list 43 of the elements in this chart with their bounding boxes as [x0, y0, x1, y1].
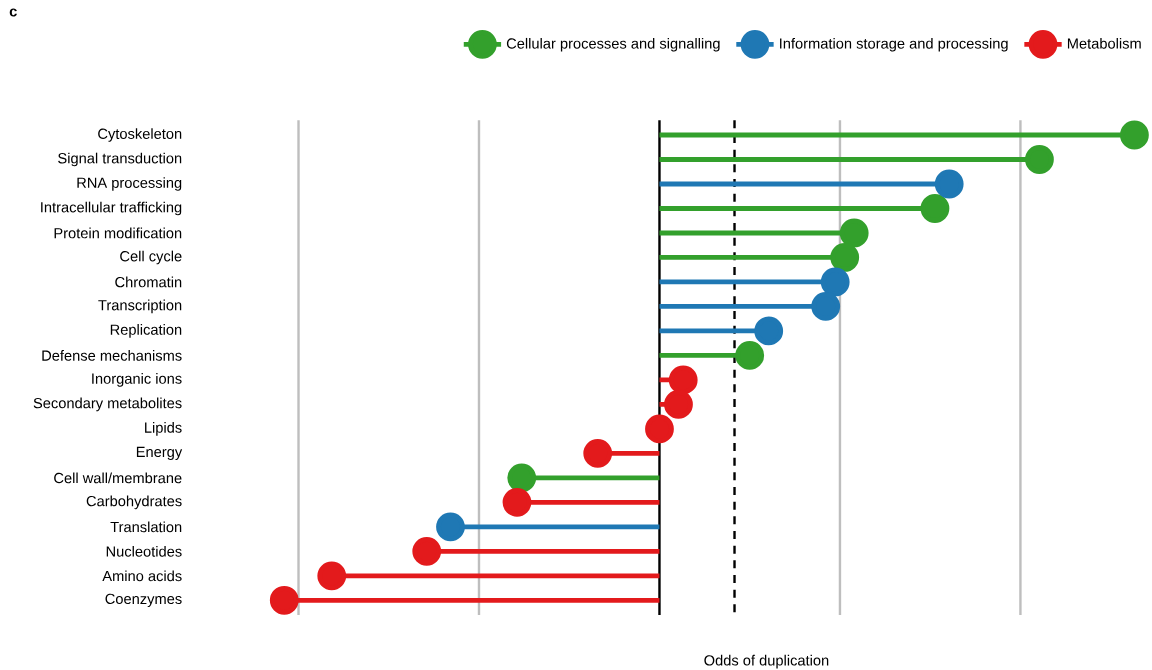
y-tick-label: Signal transduction	[58, 152, 182, 167]
point	[839, 218, 869, 248]
y-tick-label: Carbohydrates	[86, 495, 182, 510]
y-tick-label: Defense mechanisms	[42, 350, 182, 361]
point	[507, 463, 537, 493]
point	[668, 365, 698, 395]
y-tick-label: Translation	[110, 521, 182, 533]
point	[1025, 145, 1054, 174]
legend-label: Information storage and processing	[780, 37, 1008, 52]
point	[502, 487, 532, 517]
y-tick-label: Cell cycle	[120, 250, 182, 265]
legend-label: Cellular processes and signalling	[506, 37, 720, 52]
point	[412, 536, 442, 566]
point	[735, 341, 765, 370]
point	[664, 389, 693, 419]
y-tick-label: Coenzymes	[105, 593, 182, 607]
y-tick-label: Amino acids	[102, 570, 182, 582]
y-tick-label: Secondary metabolites	[33, 397, 182, 412]
y-tick-label: Inorganic ions	[92, 373, 182, 387]
point	[830, 243, 860, 272]
point	[645, 414, 674, 444]
y-tick-label: Cytoskeleton	[98, 128, 182, 142]
point	[436, 512, 465, 542]
y-tick-label: Chromatin	[115, 276, 182, 288]
point	[754, 316, 784, 346]
y-tick-label: Protein modification	[54, 227, 182, 239]
point	[934, 169, 964, 199]
y-tick-label: Energy	[136, 446, 183, 460]
y-tick-label: Nucleotides	[106, 545, 182, 557]
y-tick-label: Intracellular trafficking	[41, 201, 182, 216]
point	[920, 194, 950, 223]
point	[583, 438, 613, 468]
y-tick-label: Transcription	[98, 299, 182, 314]
x-axis-title: Odds of duplication	[704, 654, 829, 669]
y-tick-label: RNA processing	[77, 177, 182, 191]
y-tick-label: Cell wall/membrane	[54, 472, 182, 484]
point	[820, 267, 850, 297]
text: c	[9, 8, 17, 17]
legend-label: Metabolism	[1067, 37, 1141, 49]
y-tick-label: Lipids	[145, 422, 182, 436]
y-tick-label: Replication	[110, 324, 182, 338]
point	[811, 292, 841, 321]
point	[317, 561, 347, 591]
